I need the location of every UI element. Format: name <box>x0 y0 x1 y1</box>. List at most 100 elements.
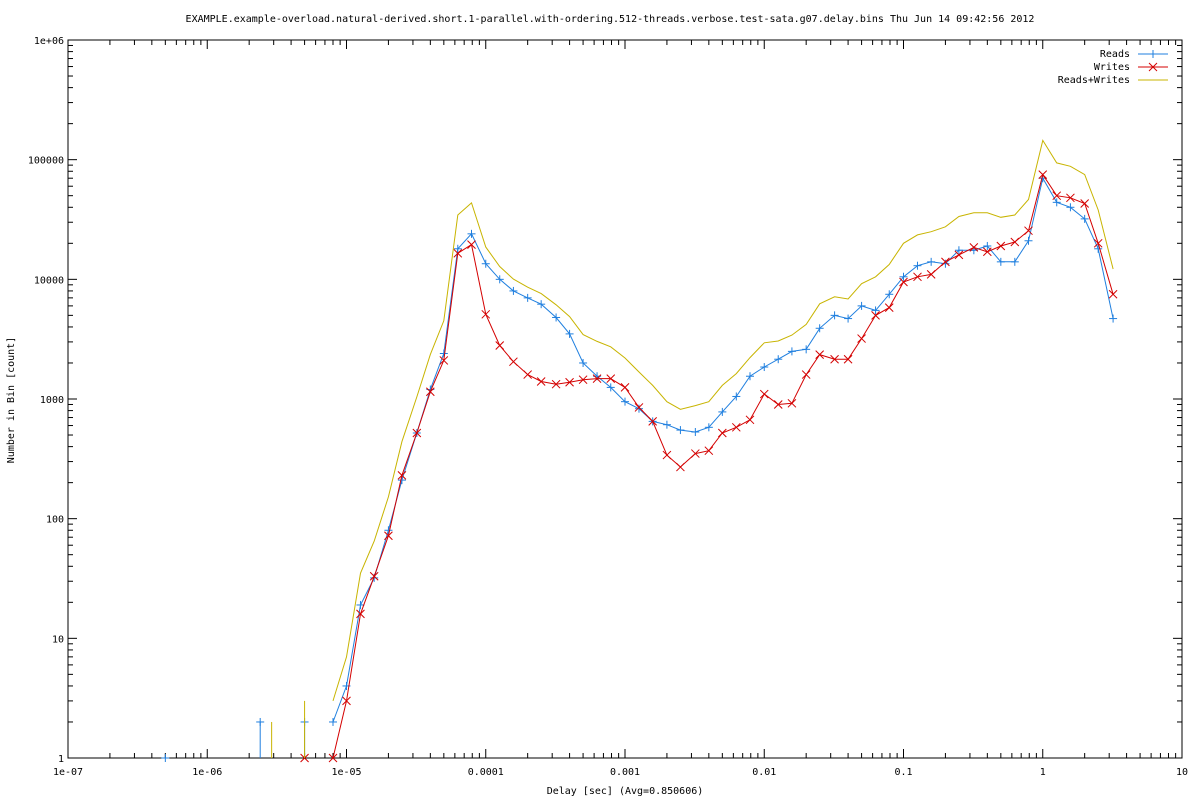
point-writes <box>745 415 755 425</box>
legend-item-reads-writes: Reads+Writes <box>1058 75 1168 86</box>
y-axis-label: Number in Bin [count] <box>6 337 17 463</box>
point-reads <box>552 313 561 322</box>
point-reads <box>1080 214 1089 223</box>
point-writes <box>913 272 922 282</box>
point-writes <box>996 241 1006 251</box>
legend-item-reads: Reads <box>1100 49 1168 60</box>
point-writes <box>1038 170 1048 179</box>
point-writes <box>871 311 880 320</box>
point-reads <box>885 290 894 299</box>
point-writes <box>843 354 853 364</box>
point-writes <box>982 247 992 257</box>
point-reads <box>621 397 629 406</box>
point-writes <box>634 403 644 412</box>
point-reads <box>495 275 504 284</box>
point-writes <box>1108 289 1118 299</box>
series-writes <box>300 170 1118 763</box>
point-writes <box>606 374 616 383</box>
legend-label: Writes <box>1094 62 1130 73</box>
x-axis-label: Delay [sec] (Avg=0.850606) <box>547 786 704 797</box>
point-reads <box>1094 244 1103 253</box>
point-writes <box>690 449 700 458</box>
point-reads <box>606 383 615 392</box>
point-reads <box>871 306 880 315</box>
point-reads <box>384 526 393 535</box>
point-writes <box>369 571 379 581</box>
x-tick-label: 0.01 <box>752 767 776 778</box>
point-writes <box>1024 226 1033 236</box>
point-writes <box>787 398 797 408</box>
point-writes <box>1052 191 1062 201</box>
legend-label: Reads+Writes <box>1058 75 1130 86</box>
x-tick-label: 1e-06 <box>192 767 222 778</box>
y-axis: 1 10 100 1000 10000 100000 1e+06 <box>28 36 1182 765</box>
legend-marker <box>1148 62 1158 72</box>
point-writes <box>1010 237 1020 247</box>
point-reads <box>1010 257 1019 266</box>
point-reads <box>718 407 727 416</box>
point-writes <box>717 428 727 438</box>
x-tick-label: 1e-07 <box>53 767 83 778</box>
point-writes <box>704 446 714 456</box>
point-reads <box>161 754 170 762</box>
point-writes <box>759 389 769 399</box>
point-reads <box>830 311 839 320</box>
point-reads <box>704 423 713 432</box>
point-writes <box>1080 199 1090 208</box>
point-writes <box>830 354 839 364</box>
legend-label: Reads <box>1100 49 1130 60</box>
point-writes <box>412 428 422 438</box>
point-writes <box>551 379 561 389</box>
x-tick-label: 0.1 <box>894 767 912 778</box>
point-reads <box>256 717 265 726</box>
point-reads <box>774 355 783 364</box>
point-reads <box>844 314 853 323</box>
point-writes <box>578 375 588 385</box>
point-reads <box>954 246 963 255</box>
x-tick-label: 10 <box>1176 767 1188 778</box>
point-reads <box>1109 314 1118 323</box>
point-reads <box>899 272 908 281</box>
point-writes <box>969 243 979 252</box>
point-writes <box>662 450 672 460</box>
point-writes <box>676 462 685 472</box>
point-writes <box>1093 238 1103 248</box>
point-writes <box>954 250 964 260</box>
point-writes <box>1066 193 1075 203</box>
point-reads <box>467 229 476 238</box>
point-writes <box>592 374 602 383</box>
point-writes <box>523 370 533 379</box>
legend-marker <box>1149 50 1157 58</box>
series-reads <box>161 174 1118 762</box>
y-tick-label: 1 <box>58 754 64 765</box>
point-writes <box>481 309 491 319</box>
point-writes <box>397 471 407 480</box>
point-reads <box>745 372 754 381</box>
point-writes <box>899 277 908 287</box>
point-writes <box>384 531 393 541</box>
point-reads <box>662 420 671 429</box>
point-writes <box>620 383 630 392</box>
y-tick-label: 1e+06 <box>34 36 64 47</box>
point-reads <box>481 259 490 268</box>
point-reads <box>857 301 866 310</box>
point-writes <box>328 753 338 763</box>
point-writes <box>467 240 476 249</box>
y-tick-label: 1000 <box>40 395 64 406</box>
point-writes <box>342 696 351 706</box>
point-reads <box>996 257 1005 266</box>
point-reads <box>565 329 574 338</box>
point-reads <box>732 392 741 401</box>
point-writes <box>815 350 825 359</box>
point-reads <box>1066 203 1075 212</box>
x-tick-label: 0.0001 <box>468 767 504 778</box>
point-reads <box>453 244 462 253</box>
point-reads <box>634 404 643 413</box>
point-reads <box>509 286 518 295</box>
point-reads <box>787 347 796 356</box>
point-writes <box>941 257 950 267</box>
point-writes <box>439 356 449 365</box>
point-reads <box>329 717 338 726</box>
legend-item-writes: Writes <box>1094 62 1168 73</box>
